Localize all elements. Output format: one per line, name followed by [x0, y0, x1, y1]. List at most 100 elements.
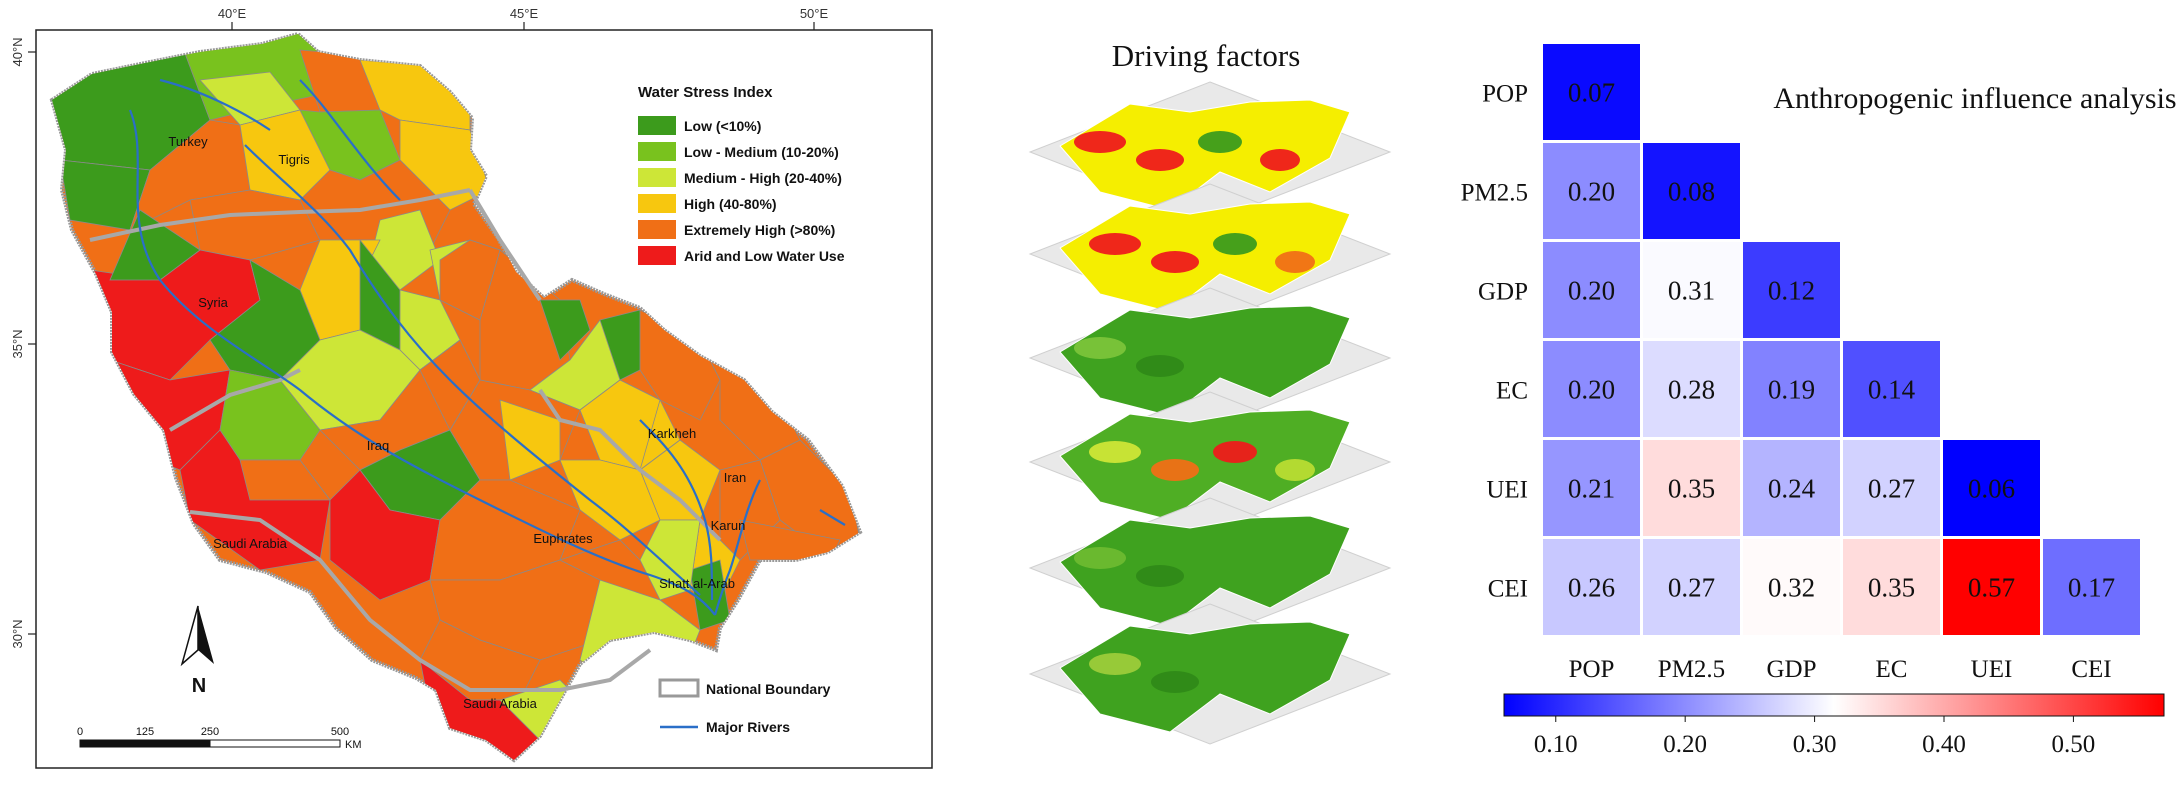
heatmap-cell — [1643, 539, 1740, 635]
svg-text:125: 125 — [136, 726, 154, 738]
heatmap-cell-value: 0.12 — [1768, 276, 1815, 306]
place-labels: Turkey Tigris Syria Iraq Iran Karkheh Karun Eup… — [168, 134, 746, 711]
factor-layer — [1028, 497, 1392, 639]
heatmap-col-label: CEI — [2071, 656, 2111, 683]
heatmap-cell-value: 0.57 — [1968, 573, 2015, 603]
colorbar-tick-label: 0.50 — [2052, 731, 2096, 758]
place-label: Turkey — [168, 134, 208, 149]
heatmap-cell — [1543, 539, 1640, 635]
heatmap-cell — [1543, 242, 1640, 338]
heatmap-col-labels: POP PM2.5 GDP EC UEI CEI — [1569, 656, 2112, 683]
heatmap-cell — [1543, 44, 1640, 140]
legend-items: Low (<10%) Low - Medium (10-20%) Medium - … — [638, 116, 845, 265]
place-label: Saudi Arabia — [213, 536, 287, 551]
heatmap-col-label: UEI — [1971, 656, 2013, 683]
legend-label: Medium - High (20-40%) — [684, 170, 842, 186]
map-legend: Water Stress Index Low (<10%) Low - Mediu… — [638, 84, 845, 735]
heatmap-cell — [1843, 341, 1940, 437]
place-label: Euphrates — [533, 531, 593, 546]
heatmap-cell — [1543, 341, 1640, 437]
colorbar-ticks: 0.10 0.20 0.30 0.40 0.50 — [1534, 716, 2095, 758]
layer-stack — [1028, 81, 1392, 745]
factor-layer — [1028, 183, 1392, 325]
heatmap-cell-value: 0.24 — [1768, 474, 1816, 504]
heatmap-cell-value: 0.26 — [1568, 573, 1615, 603]
heatmap-cell — [1543, 143, 1640, 239]
legend-boundary-swatch — [658, 678, 700, 698]
svg-text:250: 250 — [201, 726, 219, 738]
heatmap-row-label: PM2.5 — [1461, 180, 1528, 207]
heatmap-cell-value: 0.28 — [1668, 375, 1715, 405]
legend-swatch — [638, 194, 676, 213]
heatmap-cell-value: 0.06 — [1968, 474, 2015, 504]
place-label: Iraq — [367, 438, 389, 453]
lat-tick-30: 30°N — [10, 619, 25, 648]
scale-unit: KM — [345, 739, 362, 751]
heatmap-cell-value: 0.35 — [1668, 474, 1715, 504]
legend-label: Low - Medium (10-20%) — [684, 144, 839, 160]
heatmap-cell — [1643, 341, 1740, 437]
colorbar-tick-label: 0.30 — [1793, 731, 1837, 758]
heatmap-cell — [1643, 143, 1740, 239]
legend-swatch — [638, 246, 676, 265]
place-label: Shatt al-Arab — [659, 576, 735, 591]
place-label: Syria — [198, 295, 228, 310]
heatmap-col-label: POP — [1569, 656, 1615, 683]
heatmap-cell — [1743, 440, 1840, 536]
legend-swatch — [638, 220, 676, 239]
legend-boundary-label: National Boundary — [706, 681, 831, 697]
heatmap-cell — [1943, 539, 2040, 635]
place-label: Iran — [724, 470, 746, 485]
svg-text:500: 500 — [331, 726, 349, 738]
heatmap-cell-value: 0.20 — [1568, 177, 1615, 207]
place-label: Karkheh — [648, 426, 696, 441]
scale-bar: 0 125 250 500 KM — [77, 726, 362, 751]
heatmap-cell-value: 0.07 — [1568, 78, 1615, 108]
heatmap-cell-value: 0.19 — [1768, 375, 1815, 405]
map-ticks — [28, 22, 815, 635]
colorbar-tick-label: 0.20 — [1663, 731, 1707, 758]
heatmap-cell-value: 0.27 — [1668, 573, 1715, 603]
lon-tick-40: 40°E — [218, 6, 247, 21]
legend-rivers-label: Major Rivers — [706, 719, 790, 735]
heatmap-cell-value: 0.27 — [1868, 474, 1915, 504]
heatmap-cell — [1643, 440, 1740, 536]
legend-label: Low (<10%) — [684, 118, 761, 134]
place-label: Karun — [711, 518, 746, 533]
heatmap-cell — [1743, 242, 1840, 338]
heatmap-cell — [1843, 440, 1940, 536]
heatmap-title: Anthropogenic influence analysis — [1773, 82, 2176, 115]
heatmap-cell-value: 0.21 — [1568, 474, 1615, 504]
heatmap-col-label: EC — [1876, 656, 1908, 683]
heatmap-cell-value: 0.20 — [1568, 276, 1615, 306]
influence-heatmap: Anthropogenic influence analysis 0.07 0.2… — [1461, 44, 2177, 758]
heatmap-col-label: PM2.5 — [1658, 656, 1725, 683]
legend-label: High (40-80%) — [684, 196, 777, 212]
svg-text:0: 0 — [77, 726, 83, 738]
heatmap-cell — [1743, 539, 1840, 635]
north-arrow: N — [180, 605, 214, 697]
legend-swatch — [638, 142, 676, 161]
water-stress-map: 40°E 45°E 50°E 40°N 35°N 30°N — [10, 6, 933, 769]
heatmap-cell-value: 0.32 — [1768, 573, 1815, 603]
heatmap-cell-value: 0.20 — [1568, 375, 1615, 405]
north-label: N — [192, 675, 206, 697]
factor-layer — [1028, 391, 1392, 533]
legend-swatch — [638, 168, 676, 187]
factor-layer — [1028, 603, 1392, 745]
heatmap-row-labels: POP PM2.5 GDP EC UEI CEI — [1461, 81, 1528, 603]
heatmap-cell-value: 0.14 — [1868, 375, 1916, 405]
colorbar — [1503, 693, 2165, 717]
driving-factors-panel: Driving factors — [1028, 38, 1392, 745]
factor-layer — [1028, 81, 1392, 223]
heatmap-row-label: POP — [1482, 81, 1528, 108]
heatmap-col-label: GDP — [1766, 656, 1816, 683]
heatmap-cell — [1943, 440, 2040, 536]
place-label: Tigris — [278, 152, 310, 167]
heatmap-row-label: GDP — [1478, 279, 1528, 306]
legend-title: Water Stress Index — [638, 84, 773, 101]
heatmap-cell — [1743, 341, 1840, 437]
heatmap-cell-value: 0.35 — [1868, 573, 1915, 603]
heatmap-cell-value: 0.17 — [2068, 573, 2115, 603]
